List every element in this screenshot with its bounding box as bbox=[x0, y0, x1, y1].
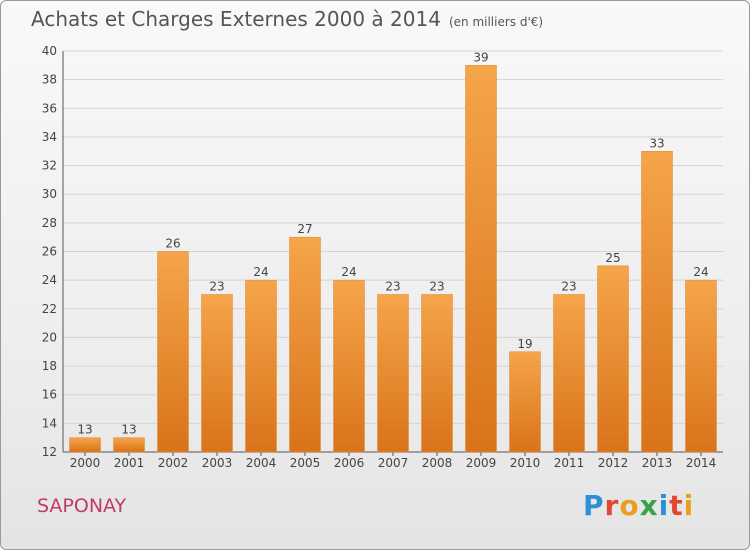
y-tick-label: 14 bbox=[42, 416, 57, 430]
y-tick-label: 40 bbox=[42, 44, 57, 58]
bar-2001 bbox=[113, 437, 145, 453]
value-label-2001: 13 bbox=[121, 423, 136, 437]
bars bbox=[69, 65, 717, 453]
x-tick-label-2002: 2002 bbox=[158, 456, 189, 470]
bar-2003 bbox=[201, 294, 233, 453]
bar-2005 bbox=[289, 236, 321, 453]
x-tick-label-2000: 2000 bbox=[70, 456, 101, 470]
value-label-2002: 26 bbox=[165, 237, 180, 251]
bar-2012 bbox=[597, 265, 629, 453]
logo-letter: o bbox=[619, 489, 640, 522]
y-tick-label: 20 bbox=[42, 330, 57, 344]
value-label-2014: 24 bbox=[693, 265, 708, 279]
y-tick-label: 12 bbox=[42, 445, 57, 459]
value-label-2011: 23 bbox=[561, 279, 576, 293]
y-tick-label: 32 bbox=[42, 159, 57, 173]
bar-2004 bbox=[245, 279, 277, 453]
value-label-2000: 13 bbox=[77, 423, 92, 437]
bar-2006 bbox=[333, 279, 365, 453]
value-labels: 13 13 26 23 24 27 24 23 23 39 19 23 25 33 24 bbox=[77, 50, 708, 436]
bar-2011 bbox=[553, 294, 585, 453]
x-tick-label-2006: 2006 bbox=[334, 456, 365, 470]
logo-letter: i bbox=[658, 489, 670, 522]
y-tick-label: 24 bbox=[42, 273, 57, 287]
y-tick-label: 36 bbox=[42, 101, 57, 115]
bar-2002 bbox=[157, 251, 189, 453]
y-tick-label: 28 bbox=[42, 216, 57, 230]
value-label-2013: 33 bbox=[649, 136, 664, 150]
bar-2007 bbox=[377, 294, 409, 453]
x-tick-label-2013: 2013 bbox=[642, 456, 673, 470]
value-label-2008: 23 bbox=[429, 279, 444, 293]
value-label-2009: 39 bbox=[473, 50, 488, 64]
value-label-2003: 23 bbox=[209, 279, 224, 293]
bar-2013 bbox=[641, 151, 673, 453]
value-label-2005: 27 bbox=[297, 222, 312, 236]
x-tick-label-2005: 2005 bbox=[290, 456, 321, 470]
tick-labels: 12 14 16 18 20 22 24 26 28 30 32 34 36 38 40 2000 2001 20… bbox=[42, 44, 717, 470]
proxiti-logo: Proxiti bbox=[583, 489, 694, 522]
bar-2008 bbox=[421, 294, 453, 453]
value-label-2004: 24 bbox=[253, 265, 268, 279]
value-label-2012: 25 bbox=[605, 251, 620, 265]
x-tick-label-2003: 2003 bbox=[202, 456, 233, 470]
logo-letter: x bbox=[639, 489, 659, 522]
x-tick-label-2007: 2007 bbox=[378, 456, 409, 470]
x-tick-label-2014: 2014 bbox=[686, 456, 717, 470]
value-label-2010: 19 bbox=[517, 337, 532, 351]
logo-letter: i bbox=[683, 489, 695, 522]
chart-unit: (en milliers d'€) bbox=[448, 15, 544, 29]
x-tick-label-2009: 2009 bbox=[466, 456, 497, 470]
x-tick-label-2001: 2001 bbox=[114, 456, 145, 470]
x-tick-label-2004: 2004 bbox=[246, 456, 277, 470]
value-label-2007: 23 bbox=[385, 279, 400, 293]
y-tick-label: 38 bbox=[42, 73, 57, 87]
chart-title: Achats et Charges Externes 2000 à 2014 (e… bbox=[31, 7, 543, 31]
y-tick-label: 30 bbox=[42, 187, 57, 201]
x-tick-label-2008: 2008 bbox=[422, 456, 453, 470]
city-name: SAPONAY bbox=[37, 495, 127, 517]
x-tick-label-2011: 2011 bbox=[554, 456, 585, 470]
bar-2014 bbox=[685, 279, 717, 453]
logo-letter: P bbox=[583, 489, 605, 522]
value-label-2006: 24 bbox=[341, 265, 356, 279]
logo-letter: r bbox=[604, 489, 620, 522]
y-tick-label: 18 bbox=[42, 359, 57, 373]
y-tick-label: 22 bbox=[42, 302, 57, 316]
x-tick-label-2012: 2012 bbox=[598, 456, 629, 470]
chart-title-text: Achats et Charges Externes 2000 à 2014 bbox=[31, 7, 441, 31]
logo-letter: t bbox=[669, 489, 684, 522]
bar-2009 bbox=[465, 65, 497, 453]
y-tick-label: 34 bbox=[42, 130, 57, 144]
y-tick-label: 26 bbox=[42, 245, 57, 259]
bar-2000 bbox=[69, 437, 101, 453]
x-tick-label-2010: 2010 bbox=[510, 456, 541, 470]
bar-2010 bbox=[509, 351, 541, 453]
y-tick-label: 16 bbox=[42, 388, 57, 402]
